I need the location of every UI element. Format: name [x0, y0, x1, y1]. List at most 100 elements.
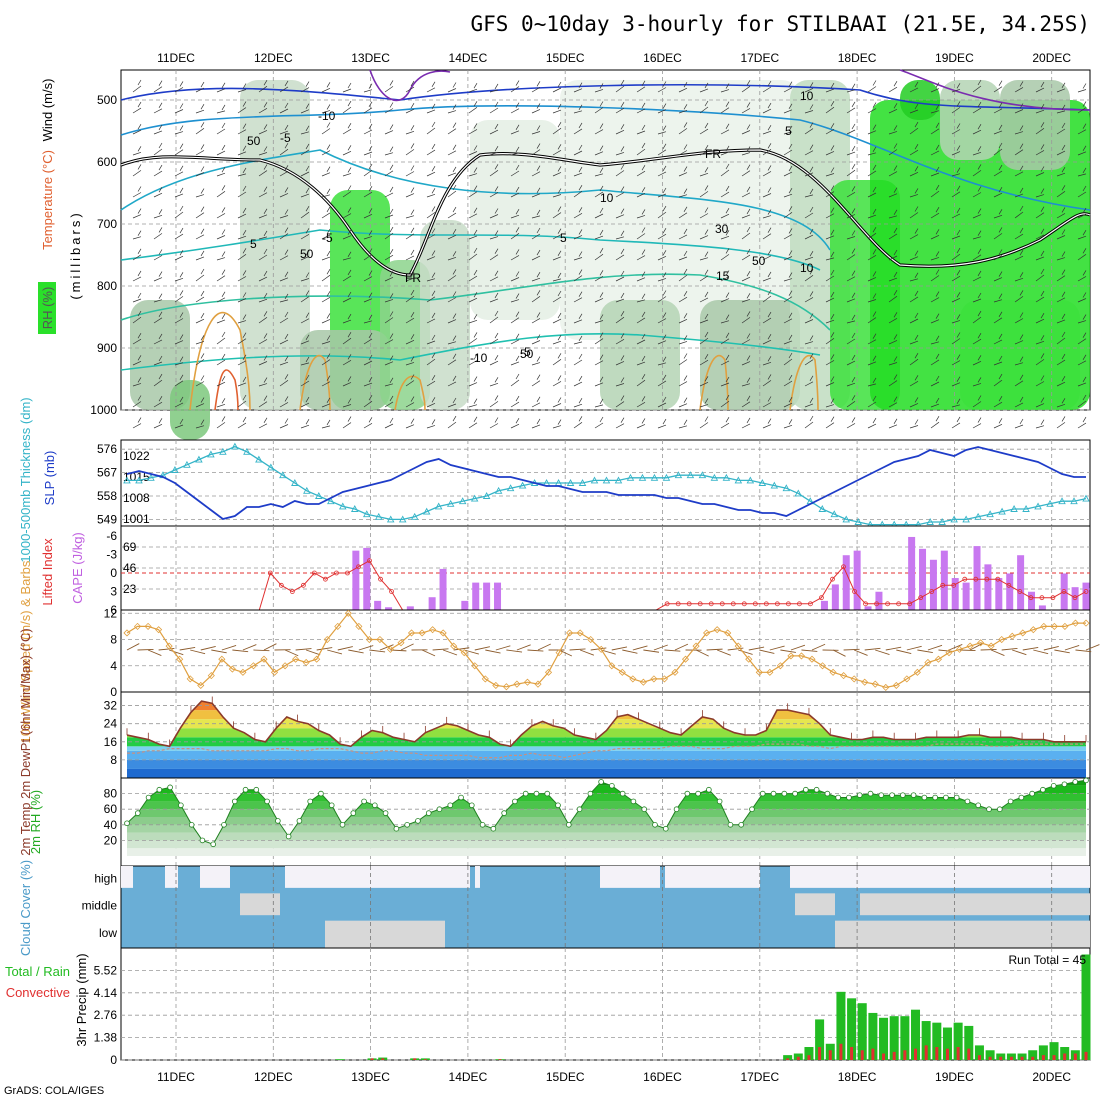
- wind-barb: [769, 645, 785, 651]
- upper-wind-barb: [573, 353, 583, 366]
- upper-wind-barb: [447, 251, 457, 261]
- upper-wind-barb: [510, 249, 520, 261]
- wind-barb: [569, 648, 586, 651]
- upper-wind-barb: [279, 374, 289, 387]
- upper-wind-barb: [657, 103, 667, 114]
- upper-wind-barb: [279, 165, 289, 177]
- rh-point: [361, 798, 367, 805]
- lifted-index-point: [819, 595, 824, 601]
- upper-wind-barb: [552, 419, 562, 429]
- upper-wind-barb: [363, 354, 373, 366]
- wind-speed-panel: 12 8 4 0: [104, 606, 1100, 699]
- upper-wind-barb: [468, 167, 478, 177]
- upper-wind-barb: [363, 186, 373, 198]
- wind-tick-label: 4: [110, 659, 117, 673]
- upper-wind-barb: [153, 124, 163, 135]
- upper-wind-barb: [132, 377, 142, 387]
- upper-wind-barb: [972, 79, 982, 93]
- contour-label: 5: [560, 231, 567, 245]
- upper-wind-barb: [783, 272, 793, 282]
- upper-wind-barb: [195, 397, 205, 408]
- upper-wind-barb: [993, 333, 1003, 345]
- wind-barb: [759, 649, 775, 654]
- thickness-tick-label: 549: [97, 512, 117, 526]
- upper-wind-barb: [972, 230, 982, 240]
- rh-point: [587, 790, 594, 797]
- cape-bar: [1071, 587, 1079, 610]
- thickness-point: [315, 492, 323, 499]
- upper-wind-barb: [216, 122, 226, 135]
- upper-wind-barb: [1077, 292, 1087, 303]
- cape-bar: [973, 546, 981, 610]
- rh-point: [1018, 794, 1025, 801]
- upper-wind-barb: [615, 164, 625, 177]
- thickness-point: [734, 476, 743, 484]
- upper-wind-barb: [951, 270, 961, 282]
- precip-ylabel: 3hr Precip (mm): [74, 953, 89, 1046]
- upper-wind-barb: [531, 312, 541, 324]
- upper-wind-barb: [993, 311, 1003, 324]
- upper-tick-label: 500: [97, 93, 117, 107]
- lifted-index-point: [367, 558, 372, 564]
- precip-convective-bar: [871, 1048, 875, 1060]
- rh-tick-label: 80: [104, 787, 118, 801]
- upper-wind-barb: [426, 272, 436, 282]
- wind-barb: [453, 647, 470, 651]
- wind-barb: [790, 644, 806, 651]
- thickness-point: [458, 497, 467, 505]
- upper-wind-barb: [195, 290, 205, 303]
- upper-wind-barb: [384, 293, 394, 303]
- upper-wind-barb: [552, 144, 562, 156]
- upper-wind-barb: [930, 166, 940, 177]
- upper-wind-barb: [594, 101, 604, 114]
- upper-wind-barb: [825, 167, 835, 177]
- upper-wind-barb: [762, 102, 772, 114]
- upper-wind-barb: [216, 398, 226, 408]
- upper-wind-barb: [951, 83, 961, 93]
- upper-wind-barb: [174, 312, 184, 324]
- temp-ylabel: 2m Temp 2m DewPt (6hr Min/Max) (°C): [18, 628, 33, 855]
- thickness-point: [938, 518, 946, 525]
- upper-wind-barb: [363, 208, 373, 219]
- upper-wind-barb: [258, 270, 268, 282]
- upper-wind-barb: [741, 102, 751, 114]
- cloud-high-clear: [475, 866, 480, 888]
- upper-wind-barb: [657, 143, 667, 156]
- upper-wind-barb: [594, 398, 604, 408]
- upper-wind-barb: [699, 269, 709, 282]
- lifted-index-tick-label: 6: [110, 603, 117, 617]
- wind-speed-point: [724, 629, 732, 637]
- upper-wind-barb: [741, 293, 751, 303]
- upper-wind-barb: [909, 228, 919, 240]
- upper-wind-barb: [258, 293, 268, 303]
- lifted-index-point: [1039, 595, 1045, 601]
- upper-wind-barb: [510, 271, 520, 282]
- upper-wind-barb: [132, 79, 142, 93]
- upper-wind-barb: [174, 418, 184, 429]
- wind-barb: [885, 646, 902, 651]
- thickness-point: [926, 518, 934, 525]
- rh-point: [436, 806, 443, 812]
- upper-wind-barb: [657, 125, 667, 135]
- upper-wind-barb: [972, 355, 982, 366]
- upper-wind-barb: [678, 82, 688, 93]
- upper-wind-barb: [468, 185, 478, 198]
- upper-wind-barb: [384, 249, 394, 261]
- upper-wind-barb: [552, 397, 562, 408]
- upper-wind-barb: [846, 270, 856, 282]
- upper-wind-barb: [1056, 122, 1066, 135]
- upper-wind-barb: [657, 334, 667, 345]
- wind-barb: [358, 645, 374, 651]
- upper-wind-barb: [993, 227, 1003, 240]
- upper-wind-barb: [426, 290, 436, 303]
- wind-speed-point: [903, 675, 911, 683]
- wind-speed-point: [513, 680, 521, 688]
- slp-tick-label: 1001: [123, 512, 150, 526]
- upper-wind-barb: [993, 249, 1003, 261]
- wind-speed-point: [450, 642, 458, 650]
- upper-wind-barb: [447, 397, 457, 408]
- wind-barb: [579, 649, 595, 656]
- upper-wind-barb: [678, 228, 688, 240]
- footer-credit: GrADS: COLA/IGES: [4, 1085, 104, 1097]
- upper-wind-barb: [993, 124, 1003, 135]
